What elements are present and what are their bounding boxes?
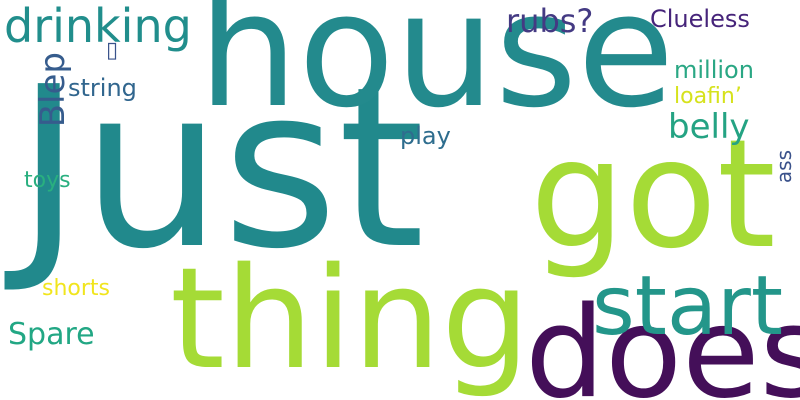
word-drinking: drinking (4, 0, 192, 53)
word-spare: Spare (8, 317, 95, 352)
word-glyph: ▯ (106, 38, 119, 63)
word-got: got (530, 108, 776, 282)
word-belly: belly (668, 107, 750, 147)
word-play: play (400, 122, 451, 150)
word-toys: toys (24, 168, 71, 193)
word-string: string (68, 74, 137, 102)
word-ass: ass (772, 150, 796, 184)
word-does: does (525, 279, 800, 400)
word-million: million (674, 56, 754, 84)
word-house: house (198, 0, 675, 143)
word-shorts: shorts (42, 276, 110, 301)
word-loafin: loafin’ (674, 84, 742, 109)
word-start: start (592, 259, 783, 354)
word-rubs: rubs? (506, 2, 594, 40)
word-thing: thing (170, 238, 531, 400)
word-just: Just (16, 40, 425, 298)
word-clueless: Clueless (650, 5, 750, 33)
word-blep: Blep (33, 52, 73, 128)
